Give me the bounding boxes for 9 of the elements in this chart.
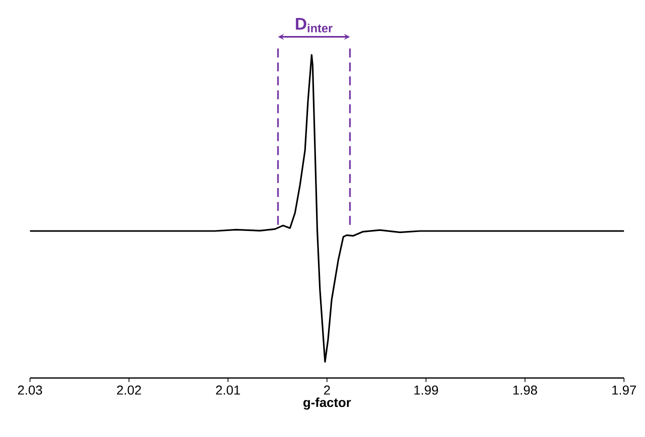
x-tick-label: 2.02	[117, 386, 141, 395]
x-tick-label: 1.97	[612, 386, 636, 395]
text: D$_{inter}$	[296, 18, 333, 32]
x-tick-label: 1.99	[414, 386, 438, 395]
x-tick-label: 2	[324, 386, 330, 395]
x-tick-label: 1.98	[513, 386, 538, 395]
x-axis-title: g-factor	[303, 398, 351, 410]
x-tick-label: 2.01	[216, 386, 240, 395]
x-tick-label: 2.03	[18, 386, 42, 395]
